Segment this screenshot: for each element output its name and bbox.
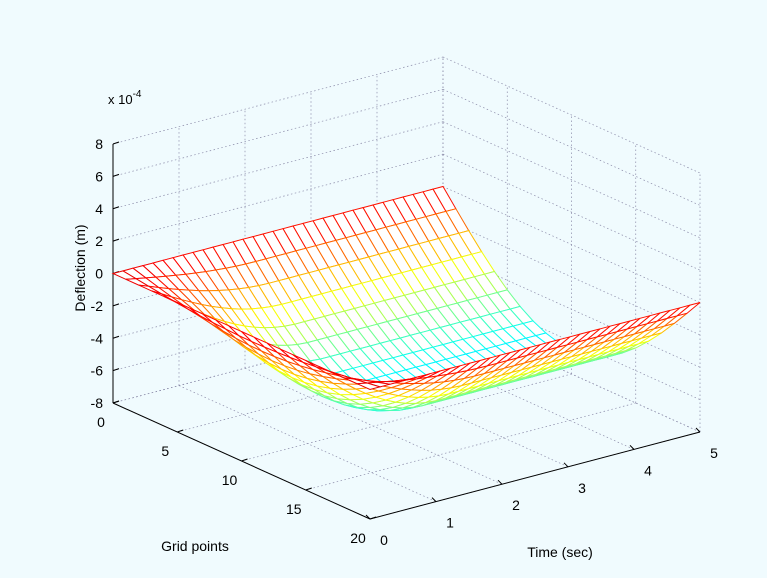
- y-tick-mark: [369, 516, 377, 520]
- grid-line: [442, 153, 701, 271]
- z-tick-label: -6: [91, 363, 104, 379]
- x-axis-label: Time (sec): [527, 544, 593, 560]
- grid-line: [442, 56, 701, 174]
- x-tick-label: 1: [446, 515, 454, 531]
- z-tick-mark: [112, 335, 120, 339]
- labels-layer: x 10-4 Deflection (m) Grid points Time (…: [72, 89, 718, 560]
- x-tick-label: 5: [710, 445, 718, 461]
- y-tick-mark: [305, 487, 312, 491]
- surface-face: [356, 382, 382, 391]
- grid-line: [442, 250, 701, 368]
- z-tick-label: 4: [95, 201, 103, 217]
- z-tick-mark: [112, 173, 120, 177]
- z-tick-label: 2: [95, 233, 103, 249]
- z-tick-label: 0: [95, 266, 103, 282]
- x-tick-label: 2: [512, 497, 520, 513]
- grid-line: [112, 121, 444, 210]
- x-tick-mark: [365, 514, 371, 520]
- z-tick-mark: [112, 303, 120, 307]
- z-tick-mark: [112, 368, 120, 372]
- grid-line: [442, 89, 701, 206]
- z-tick-label: 8: [95, 136, 103, 152]
- z-tick-label: -4: [91, 330, 104, 346]
- grid-line: [112, 56, 444, 145]
- z-tick-label: -2: [91, 298, 104, 314]
- x-axis-line: [369, 431, 701, 520]
- z-axis-label: Deflection (m): [72, 224, 88, 311]
- z-tick-label: 6: [95, 168, 103, 184]
- grid-line: [442, 218, 701, 336]
- grid-line: [112, 153, 444, 242]
- surface-layer: [111, 185, 701, 412]
- x-tick-mark: [563, 462, 569, 468]
- z-tick-label: -8: [91, 395, 104, 411]
- y-tick-label: 15: [286, 501, 302, 517]
- z-tick-mark: [112, 206, 120, 210]
- x-tick-mark: [629, 445, 635, 450]
- y-tick-mark: [241, 458, 248, 462]
- y-tick-mark: [112, 400, 120, 404]
- z-exponent-label: x 10-4: [108, 89, 142, 107]
- x-tick-mark: [497, 479, 503, 485]
- y-tick-label: 10: [222, 472, 238, 488]
- y-tick-mark: [177, 429, 184, 433]
- z-tick-mark: [112, 238, 120, 242]
- x-tick-label: 3: [578, 480, 586, 496]
- x-tick-label: 0: [380, 532, 388, 548]
- grid-line: [241, 373, 572, 462]
- x-tick-mark: [431, 497, 437, 502]
- grid-line: [442, 121, 701, 239]
- x-tick-label: 4: [644, 462, 652, 478]
- x-tick-mark: [695, 427, 701, 433]
- grid-line: [442, 186, 701, 303]
- z-tick-mark: [112, 141, 120, 145]
- y-axis-label: Grid points: [161, 538, 229, 554]
- y-tick-label: 5: [161, 443, 169, 459]
- y-tick-label: 0: [97, 414, 105, 430]
- grid-line: [305, 402, 636, 491]
- y-tick-label: 20: [350, 530, 366, 546]
- grid-line: [112, 89, 444, 177]
